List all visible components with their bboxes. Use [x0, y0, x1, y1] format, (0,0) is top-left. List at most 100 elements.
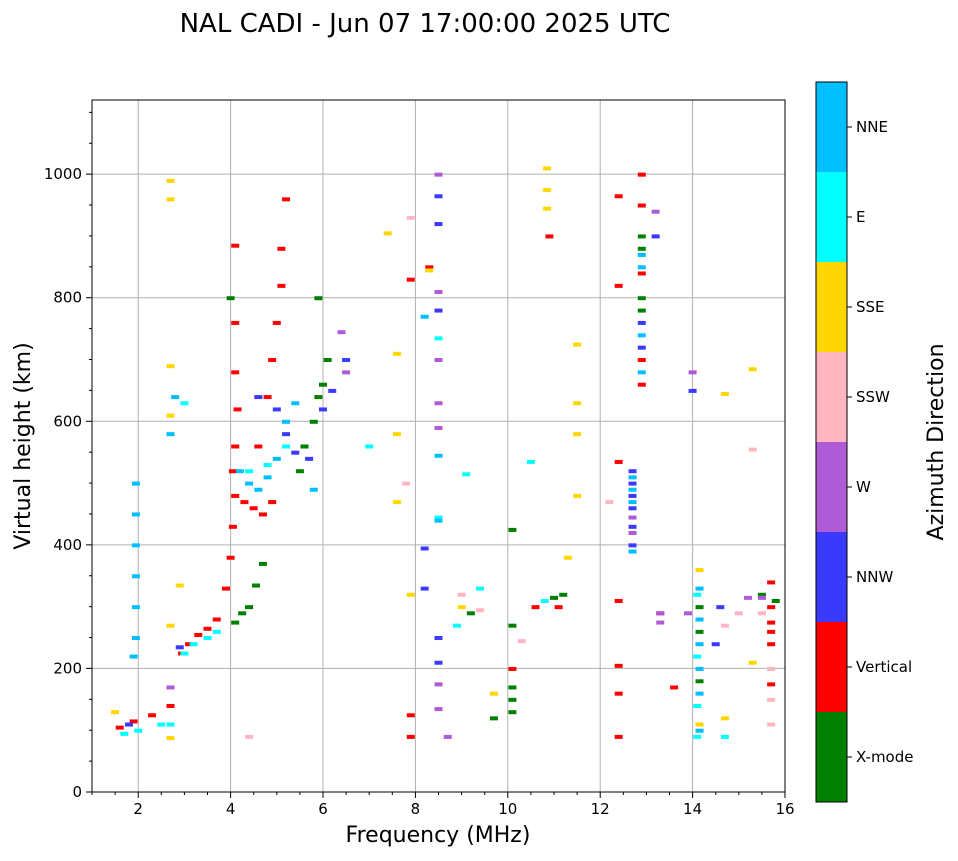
data-point	[508, 697, 517, 702]
data-point	[252, 583, 261, 588]
data-point	[231, 444, 240, 449]
data-point	[309, 487, 318, 492]
x-tick-label: 4	[226, 800, 236, 818]
data-point	[637, 296, 646, 301]
data-point	[249, 506, 258, 511]
data-point	[748, 447, 757, 452]
colorbar-segment	[816, 442, 847, 532]
data-point	[573, 342, 582, 347]
data-point	[457, 605, 466, 610]
data-point	[656, 620, 665, 625]
data-point	[771, 598, 780, 603]
data-point	[628, 531, 637, 535]
data-point	[757, 595, 766, 600]
data-point	[637, 252, 646, 257]
data-point	[628, 543, 637, 548]
data-point	[131, 481, 140, 486]
data-point	[166, 413, 175, 418]
data-point	[573, 401, 582, 406]
data-point	[628, 493, 637, 498]
data-point	[767, 697, 776, 702]
colorbar-label: Azimuth Direction	[924, 343, 949, 540]
data-point	[235, 469, 244, 474]
data-point	[282, 432, 291, 437]
data-point	[695, 605, 704, 610]
data-point	[157, 722, 166, 727]
data-point	[543, 188, 552, 193]
data-point	[226, 296, 235, 301]
data-point	[637, 382, 646, 387]
data-point	[180, 401, 189, 406]
data-point	[466, 611, 475, 616]
data-point	[720, 734, 729, 739]
data-point	[767, 620, 776, 625]
data-point	[175, 645, 184, 650]
data-point	[231, 620, 240, 625]
data-point	[734, 611, 743, 616]
data-point	[443, 734, 452, 739]
data-point	[550, 595, 558, 600]
data-point	[131, 543, 140, 548]
data-point	[263, 395, 272, 400]
colorbar-segment	[816, 82, 847, 172]
data-point	[434, 453, 443, 458]
data-point	[231, 370, 240, 375]
data-point	[767, 629, 776, 634]
data-point	[342, 370, 351, 375]
data-point	[563, 555, 572, 560]
data-point	[166, 704, 175, 708]
data-point	[434, 290, 443, 295]
data-point	[434, 682, 443, 687]
data-point	[231, 493, 240, 498]
y-tick-label: 0	[72, 783, 82, 801]
colorbar-segment	[816, 712, 847, 802]
data-point	[171, 395, 180, 400]
y-tick-label: 400	[53, 536, 82, 554]
x-axis-label: Frequency (MHz)	[346, 823, 531, 848]
data-point	[268, 500, 277, 505]
colorbar-tick-label: W	[856, 478, 871, 496]
data-point	[406, 592, 415, 597]
data-point	[254, 487, 263, 492]
data-point	[637, 265, 646, 270]
data-point	[628, 487, 637, 492]
data-point	[720, 716, 729, 721]
data-point	[637, 320, 646, 325]
data-point	[231, 320, 240, 325]
data-point	[300, 444, 309, 449]
data-point	[716, 605, 725, 610]
data-point	[476, 608, 485, 613]
data-point	[212, 617, 221, 622]
data-point	[508, 710, 517, 715]
data-point	[748, 660, 757, 665]
data-point	[628, 506, 637, 511]
data-point	[767, 605, 776, 610]
data-point	[314, 395, 323, 400]
data-point	[628, 515, 637, 520]
data-point	[628, 500, 637, 505]
data-point	[767, 666, 776, 671]
data-point	[263, 475, 272, 480]
data-point	[476, 586, 485, 591]
data-point	[392, 500, 401, 505]
data-point	[695, 691, 704, 696]
data-point	[434, 707, 443, 712]
data-point	[695, 568, 704, 573]
data-point	[457, 592, 466, 597]
data-point	[757, 592, 766, 597]
data-point	[148, 713, 157, 718]
data-point	[628, 469, 637, 474]
data-point	[489, 716, 498, 721]
data-point	[614, 663, 623, 668]
colorbar-tick-label: SSE	[856, 298, 885, 316]
data-point	[543, 206, 552, 211]
data-point	[185, 642, 194, 647]
data-point	[314, 296, 323, 301]
data-point	[420, 586, 429, 591]
data-point	[526, 459, 535, 464]
data-point	[637, 345, 646, 350]
data-point	[614, 459, 623, 464]
x-tick-label: 6	[318, 800, 328, 818]
